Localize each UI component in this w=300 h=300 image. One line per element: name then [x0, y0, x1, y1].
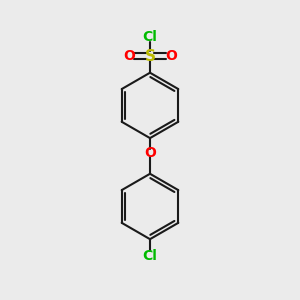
- Text: Cl: Cl: [142, 30, 158, 44]
- Text: S: S: [145, 49, 155, 64]
- Text: Cl: Cl: [142, 248, 158, 262]
- Text: O: O: [123, 50, 135, 63]
- Text: O: O: [144, 146, 156, 160]
- Text: O: O: [165, 50, 177, 63]
